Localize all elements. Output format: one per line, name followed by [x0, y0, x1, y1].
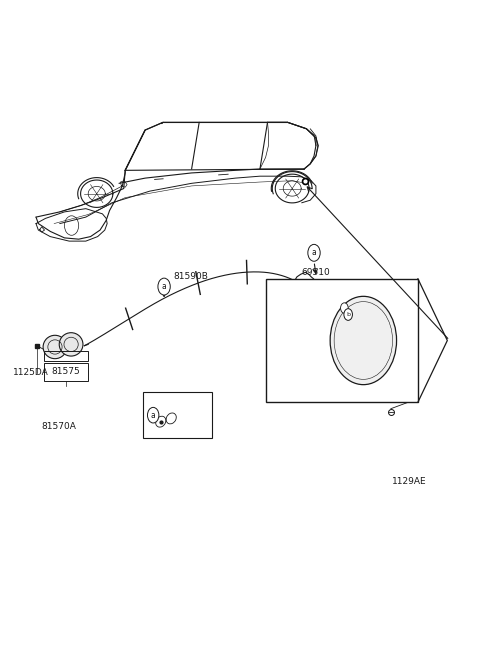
Circle shape — [147, 407, 159, 423]
Text: 87551: 87551 — [353, 300, 382, 309]
Text: 1129AE: 1129AE — [392, 477, 426, 486]
Circle shape — [341, 303, 348, 313]
Text: 69510: 69510 — [301, 268, 330, 277]
Text: a: a — [312, 248, 316, 257]
Text: b: b — [346, 312, 350, 317]
Ellipse shape — [59, 333, 83, 356]
Circle shape — [158, 278, 170, 295]
Text: 79552: 79552 — [277, 322, 306, 331]
Ellipse shape — [43, 335, 67, 359]
Text: 81570A: 81570A — [42, 422, 76, 431]
Text: 81575: 81575 — [51, 367, 80, 376]
Text: a: a — [162, 282, 167, 291]
Ellipse shape — [330, 296, 396, 384]
Bar — [44, 351, 88, 362]
Bar — [44, 363, 88, 381]
Bar — [266, 279, 418, 402]
Circle shape — [344, 309, 352, 320]
Text: 1125DA: 1125DA — [13, 369, 49, 377]
Bar — [143, 392, 212, 438]
Text: 81590B: 81590B — [174, 272, 208, 281]
Text: a: a — [151, 411, 156, 420]
Text: 81199: 81199 — [162, 401, 191, 409]
Circle shape — [308, 244, 320, 261]
